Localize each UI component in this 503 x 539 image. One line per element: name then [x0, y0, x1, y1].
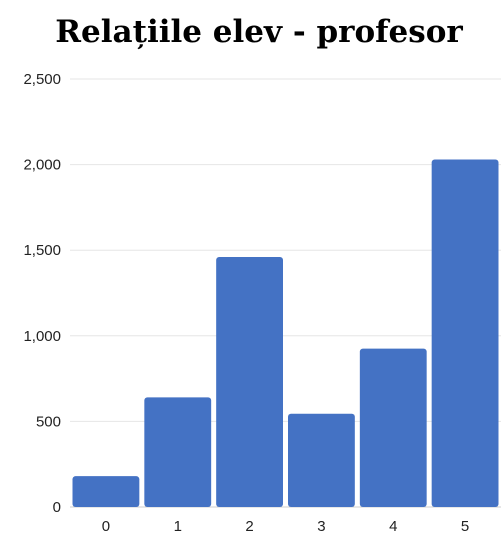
- bar: [144, 397, 212, 507]
- bar: [431, 159, 499, 508]
- y-tick-label: 2,000: [23, 157, 61, 174]
- bar: [359, 348, 427, 507]
- y-tick-label: 500: [36, 413, 61, 430]
- y-tick-label: 1,500: [23, 242, 61, 259]
- y-tick-label: 2,500: [23, 71, 61, 88]
- bar: [72, 476, 140, 507]
- x-tick-label: 4: [389, 518, 397, 534]
- x-axis-ticks: 0 1 2 3 4 5: [102, 518, 470, 535]
- grid: [70, 78, 501, 508]
- chart-title: Relațiile elev - profesor: [55, 14, 463, 50]
- y-tick-label: 1,000: [23, 328, 61, 345]
- x-tick-label: 1: [174, 518, 182, 534]
- bar: [216, 257, 283, 507]
- x-tick-label: 2: [245, 518, 253, 534]
- bars: [72, 159, 499, 508]
- y-tick-label: 0: [53, 499, 61, 516]
- x-tick-label: 3: [317, 518, 325, 534]
- y-axis-ticks: 0 500 1,000 1,500 2,000 2,500: [23, 71, 61, 516]
- bar: [288, 413, 355, 507]
- x-tick-label: 5: [461, 518, 469, 534]
- x-tick-label: 0: [102, 518, 110, 534]
